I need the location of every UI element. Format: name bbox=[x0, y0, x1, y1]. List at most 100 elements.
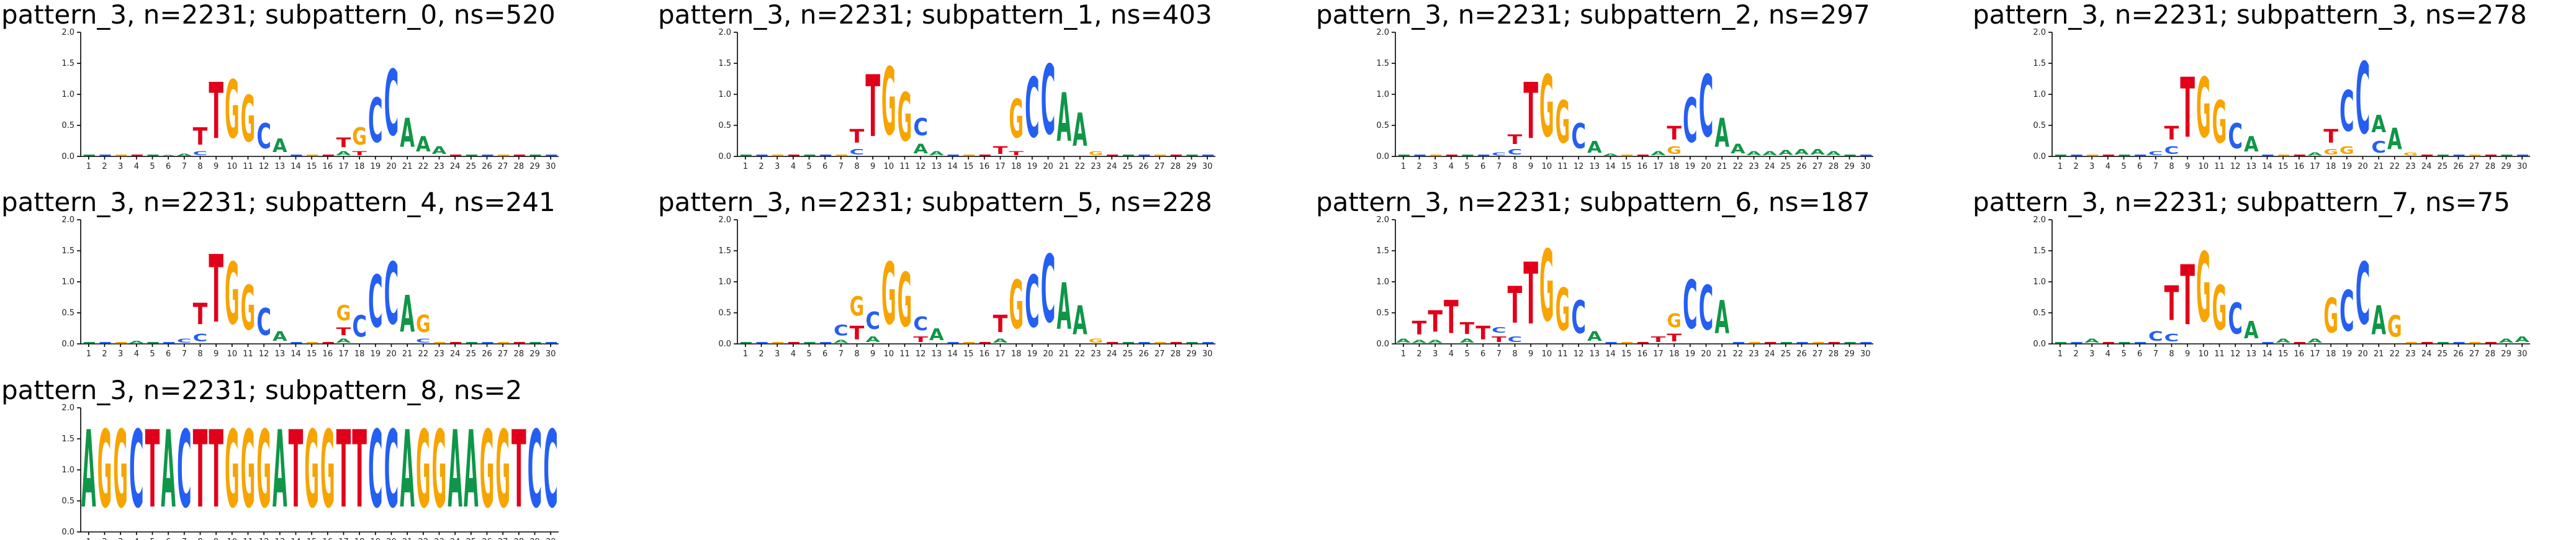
logo-letter-T: T bbox=[1651, 335, 1666, 344]
logo-letter-G: G bbox=[241, 274, 256, 344]
x-tick-label: 14 bbox=[1605, 162, 1616, 171]
logo-letter-G: G bbox=[1539, 230, 1554, 344]
logo-letter-C: C bbox=[2148, 150, 2163, 156]
x-tick-label: 1 bbox=[2058, 349, 2063, 359]
x-tick-label: 14 bbox=[2262, 162, 2272, 171]
y-tick-label: 0.5 bbox=[61, 497, 74, 506]
logo-residual-mark bbox=[1122, 342, 1134, 344]
x-tick-label: 13 bbox=[1590, 162, 1600, 171]
logo-letter-A: A bbox=[272, 408, 287, 531]
x-tick-label: 21 bbox=[402, 349, 413, 359]
x-tick-label: 8 bbox=[197, 538, 202, 540]
logo-residual-mark bbox=[2405, 342, 2417, 344]
x-tick-label: 28 bbox=[1829, 162, 1839, 171]
logo-letter-T: T bbox=[209, 235, 223, 344]
x-tick-label: 5 bbox=[150, 162, 155, 171]
logo-letter-A: A bbox=[1073, 104, 1088, 157]
logo-letter-A: A bbox=[2308, 151, 2323, 156]
y-tick-label: 1.5 bbox=[718, 59, 731, 68]
x-tick-label: 15 bbox=[307, 349, 317, 359]
logo-residual-mark bbox=[804, 155, 816, 156]
logo-residual-mark bbox=[804, 342, 816, 344]
x-tick-label: 18 bbox=[354, 349, 365, 359]
logo-letter-G: G bbox=[1667, 310, 1682, 331]
x-tick-label: 12 bbox=[1574, 349, 1584, 359]
logo-letter-T: T bbox=[209, 409, 223, 532]
logo-letter-G: G bbox=[1539, 58, 1554, 156]
logo-letter-C: C bbox=[193, 150, 208, 156]
x-tick-label: 24 bbox=[1765, 162, 1775, 171]
x-tick-label: 4 bbox=[791, 349, 796, 359]
y-tick-label: 0.0 bbox=[1376, 340, 1389, 349]
x-tick-label: 5 bbox=[2121, 162, 2126, 171]
logo-letter-A: A bbox=[161, 408, 176, 531]
x-tick-label: 27 bbox=[2469, 162, 2480, 171]
x-tick-label: 27 bbox=[1813, 162, 1823, 171]
logo-letter-G: G bbox=[416, 408, 431, 531]
logo-letter-T: T bbox=[193, 122, 208, 150]
x-tick-label: 5 bbox=[1464, 349, 1469, 359]
logo-letter-C: C bbox=[834, 322, 849, 339]
y-tick-label: 1.0 bbox=[61, 277, 74, 287]
x-tick-label: 30 bbox=[2517, 162, 2528, 171]
x-tick-label: 1 bbox=[743, 162, 748, 171]
logo-panel-2: pattern_3, n=2231; subpattern_2, ns=297 0… bbox=[1316, 0, 1873, 171]
logo-letter-T: T bbox=[993, 145, 1008, 156]
x-tick-label: 26 bbox=[1796, 349, 1807, 359]
y-tick-label: 0.5 bbox=[718, 121, 731, 130]
logo-letter-G: G bbox=[2323, 147, 2338, 156]
x-tick-label: 28 bbox=[514, 162, 525, 171]
x-tick-label: 9 bbox=[214, 349, 218, 359]
logo-letter-G: G bbox=[1556, 89, 1570, 157]
x-tick-label: 28 bbox=[514, 538, 525, 540]
x-tick-label: 30 bbox=[1202, 349, 1213, 359]
x-tick-label: 26 bbox=[2453, 349, 2464, 359]
x-tick-label: 6 bbox=[2137, 162, 2142, 171]
logo-residual-mark bbox=[546, 155, 557, 156]
x-tick-label: 3 bbox=[1433, 349, 1438, 359]
logo-letter-C: C bbox=[1571, 292, 1586, 344]
x-tick-label: 15 bbox=[307, 162, 317, 171]
x-tick-label: 9 bbox=[214, 162, 218, 171]
logo-letter-C: C bbox=[2164, 332, 2179, 344]
logo-residual-mark bbox=[290, 155, 302, 156]
x-tick-label: 28 bbox=[514, 349, 525, 359]
x-tick-label: 14 bbox=[290, 538, 301, 540]
logo-letter-G: G bbox=[320, 408, 335, 531]
x-tick-label: 12 bbox=[259, 538, 269, 540]
logo-residual-mark bbox=[1621, 155, 1633, 156]
logo-letter-A: A bbox=[2387, 123, 2402, 157]
logo-letter-C: C bbox=[416, 338, 431, 344]
logo-residual-mark bbox=[2421, 342, 2433, 344]
logo-residual-mark bbox=[1202, 155, 1214, 156]
x-tick-label: 6 bbox=[166, 538, 171, 540]
panel-title: pattern_3, n=2231; subpattern_7, ns=75 bbox=[1973, 187, 2510, 217]
logo-residual-mark bbox=[1796, 342, 1808, 344]
logo-residual-mark bbox=[1138, 155, 1150, 156]
x-tick-label: 25 bbox=[2438, 162, 2448, 171]
x-tick-label: 7 bbox=[1497, 162, 1502, 171]
logo-letter-A: A bbox=[81, 408, 96, 531]
x-tick-label: 3 bbox=[118, 162, 123, 171]
logo-residual-mark bbox=[772, 342, 784, 344]
logo-residual-mark bbox=[1202, 342, 1214, 344]
x-tick-label: 2 bbox=[102, 538, 107, 540]
x-tick-label: 30 bbox=[1860, 349, 1871, 359]
x-tick-label: 10 bbox=[884, 349, 894, 359]
x-tick-label: 21 bbox=[2374, 162, 2384, 171]
logo-residual-mark bbox=[1844, 342, 1856, 344]
logo-letter-A: A bbox=[2308, 338, 2323, 344]
x-tick-label: 15 bbox=[2278, 162, 2289, 171]
logo-residual-mark bbox=[1637, 342, 1649, 344]
x-tick-label: 26 bbox=[482, 162, 492, 171]
x-tick-label: 6 bbox=[822, 349, 827, 359]
logo-letter-A: A bbox=[929, 150, 945, 156]
logo-residual-mark bbox=[529, 155, 541, 156]
logo-residual-mark bbox=[322, 155, 334, 156]
x-tick-label: 3 bbox=[1433, 162, 1438, 171]
logo-letter-C: C bbox=[1025, 61, 1040, 156]
logo-letter-A: A bbox=[993, 338, 1009, 344]
x-tick-label: 24 bbox=[450, 162, 461, 171]
x-tick-label: 26 bbox=[1138, 162, 1149, 171]
